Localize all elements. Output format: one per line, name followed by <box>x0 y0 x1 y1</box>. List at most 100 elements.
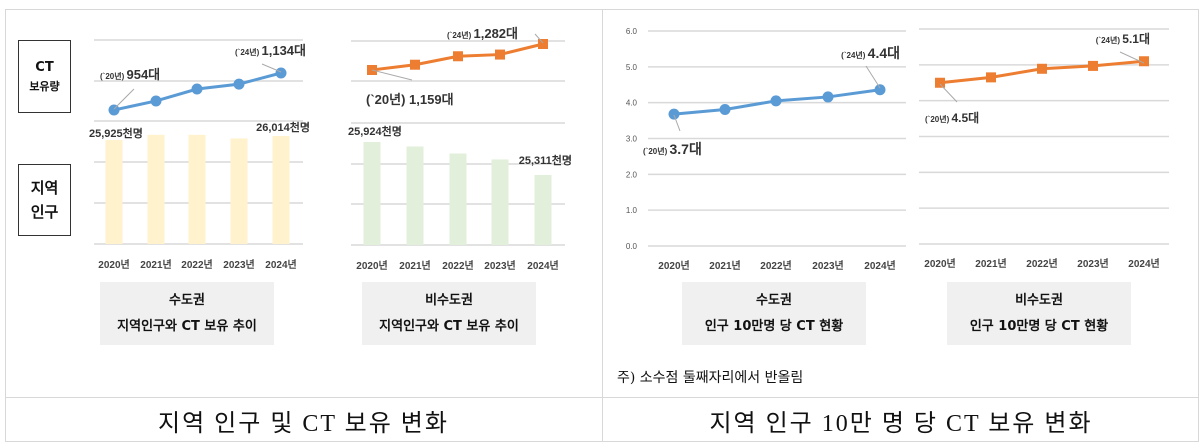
x-tick-label: 2021년 <box>399 259 430 272</box>
chart-caption: 비수도권 인구 10만명 당 CT 현황 <box>947 282 1131 345</box>
x-tick-label: 2022년 <box>760 259 791 272</box>
data-point <box>1139 56 1149 67</box>
y-tick-label: 0.0 <box>626 242 638 251</box>
data-point <box>453 51 463 62</box>
data-point <box>538 39 548 49</box>
x-tick-label: 2023년 <box>812 259 843 272</box>
caption-desc: 지역인구와 CT 보유 추이 <box>117 318 257 334</box>
leader-line <box>534 33 544 44</box>
leader-line <box>371 69 413 81</box>
data-label: 25,311천명 <box>519 153 572 167</box>
data-label-prefix: (`20년) <box>925 114 951 124</box>
data-label-value: 954대 <box>126 67 160 82</box>
data-label-value: 1,134대 <box>262 43 307 58</box>
data-point <box>233 78 245 90</box>
chart-caption: 수도권 지역인구와 CT 보유 추이 <box>100 282 274 345</box>
right-section-title: 지역 인구 10만 명 당 CT 보유 변화 <box>709 410 1093 437</box>
data-label-prefix: (`20년) <box>643 146 669 156</box>
caption-desc: 지역인구와 CT 보유 추이 <box>379 318 519 334</box>
data-label-prefix: (`24년) <box>447 30 473 40</box>
chart-caption: 비수도권 지역인구와 CT 보유 추이 <box>362 282 536 345</box>
bar <box>230 138 248 244</box>
region-label: 지역 <box>30 179 59 197</box>
data-label-value: 1,282대 <box>474 26 519 41</box>
bar <box>147 134 165 244</box>
x-tick-label: 2021년 <box>709 259 740 272</box>
caption-region: 수도권 <box>169 292 205 308</box>
bar <box>363 142 381 245</box>
caption-region: 비수도권 <box>425 292 473 308</box>
chart-caption: 수도권 인구 10만명 당 CT 현황 <box>682 282 866 345</box>
data-label-value: 4.5대 <box>951 111 979 125</box>
ct-holding-label-box: CT 보유량 <box>18 40 71 113</box>
ct-label: CT <box>35 59 54 75</box>
x-tick-label: 2024년 <box>527 259 558 272</box>
bar <box>105 140 123 244</box>
holding-label: 보유량 <box>29 79 60 93</box>
caption-desc: 인구 10만명 당 CT 현황 <box>969 318 1109 334</box>
data-point <box>874 84 886 96</box>
population-label: 인구 <box>30 203 59 221</box>
x-tick-label: 2020년 <box>924 257 955 270</box>
data-point <box>770 95 782 107</box>
data-point <box>935 77 945 88</box>
x-tick-label: 2020년 <box>98 258 129 271</box>
data-label-prefix: (`20년) <box>100 71 126 81</box>
data-point <box>495 49 505 60</box>
data-label: 25,925천명 <box>89 126 143 140</box>
x-tick-label: 2021년 <box>140 258 171 271</box>
bar <box>491 159 509 245</box>
y-tick-label: 5.0 <box>626 63 638 72</box>
data-label-prefix: (`24년) <box>1096 35 1122 45</box>
x-tick-label: 2020년 <box>356 259 387 272</box>
bar <box>272 136 290 244</box>
leader-line <box>113 88 135 110</box>
x-tick-label: 2024년 <box>864 259 895 272</box>
caption-region: 비수도권 <box>1015 292 1063 308</box>
data-label: 26,014천명 <box>256 120 310 134</box>
x-tick-label: 2022년 <box>442 259 473 272</box>
bar <box>449 153 467 245</box>
data-label: (`20년) 4.5대 <box>925 111 979 125</box>
data-point <box>1088 60 1098 71</box>
data-label-value: 1,159대 <box>409 92 454 107</box>
bar <box>534 175 552 245</box>
divider <box>602 9 603 442</box>
data-point <box>191 83 203 95</box>
x-tick-label: 2022년 <box>1026 257 1057 270</box>
x-tick-label: 2024년 <box>1128 257 1159 270</box>
data-label: 25,924천명 <box>348 124 402 138</box>
x-tick-label: 2020년 <box>658 259 689 272</box>
x-tick-label: 2021년 <box>975 257 1006 270</box>
bar <box>406 146 424 245</box>
leader-line <box>261 63 282 73</box>
data-label-prefix: (`24년) <box>841 50 867 60</box>
x-tick-label: 2024년 <box>265 258 296 271</box>
caption-region: 수도권 <box>756 292 792 308</box>
data-point <box>410 59 420 70</box>
data-point <box>1037 63 1047 74</box>
data-point <box>822 91 834 103</box>
data-label-value: 5.1대 <box>1122 32 1150 46</box>
population-label-box: 지역 인구 <box>18 164 71 236</box>
left-section-title: 지역 인구 및 CT 보유 변화 <box>158 410 449 437</box>
data-point <box>668 108 680 120</box>
x-tick-label: 2022년 <box>181 258 212 271</box>
leader-line <box>939 83 958 103</box>
leader-line <box>1119 51 1145 64</box>
data-point <box>275 67 287 79</box>
data-label: (`20년) 954대 <box>100 67 160 82</box>
leader-line <box>865 65 881 89</box>
y-tick-label: 3.0 <box>626 135 638 144</box>
bar <box>188 134 206 244</box>
y-tick-label: 1.0 <box>626 206 638 215</box>
y-tick-label: 4.0 <box>626 99 638 108</box>
x-tick-label: 2023년 <box>484 259 515 272</box>
x-tick-label: 2023년 <box>1077 257 1108 270</box>
data-label-value: 3.7대 <box>669 141 701 157</box>
data-label-prefix: (`20년) <box>366 92 409 107</box>
y-tick-label: 2.0 <box>626 170 638 179</box>
data-label: (`20년) 1,159대 <box>366 92 454 107</box>
data-point <box>986 72 996 83</box>
